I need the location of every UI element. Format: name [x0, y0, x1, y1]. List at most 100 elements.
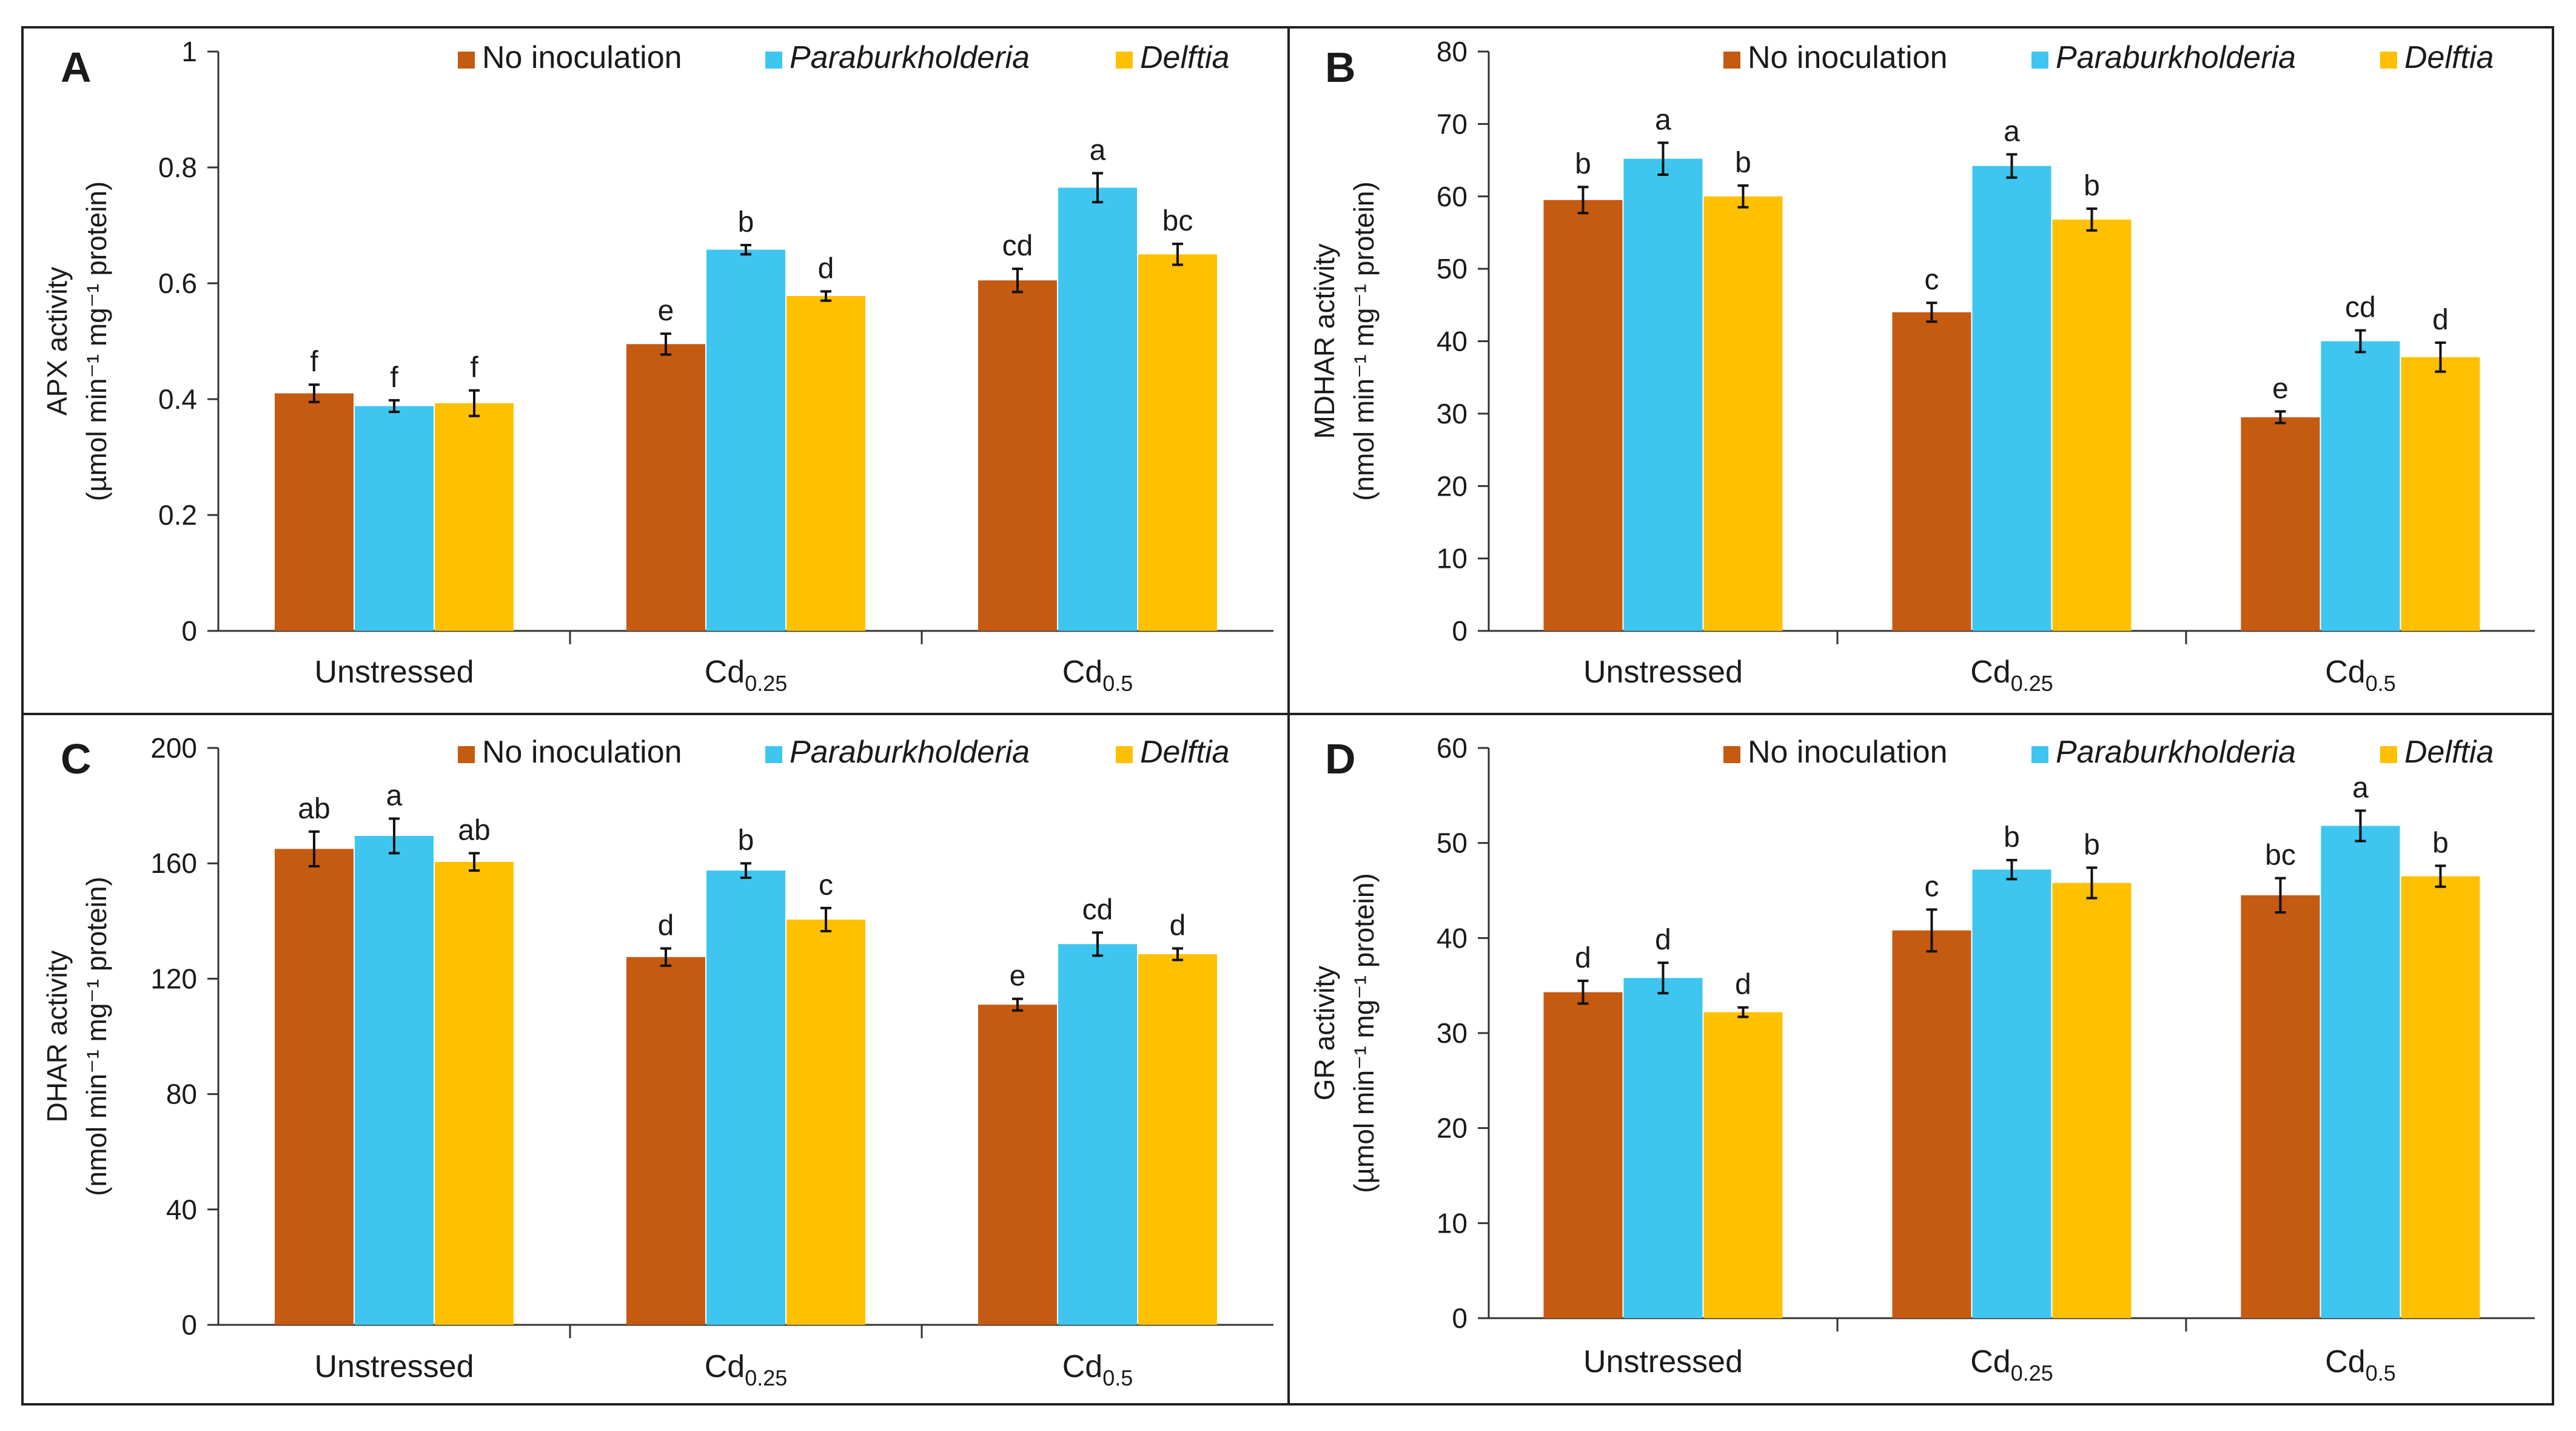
significance-letter: b [2004, 821, 2020, 854]
y-tick-label: 30 [1437, 1017, 1467, 1049]
y-axis-title: APX activity [41, 267, 73, 416]
legend-swatch [1723, 52, 1740, 69]
x-category-main: Cd [1062, 1349, 1102, 1384]
bar [978, 280, 1057, 631]
bar [1892, 930, 1971, 1318]
bar [2401, 357, 2480, 631]
y-axis-title: MDHAR activity [1309, 243, 1340, 439]
x-category-label: Cd0.5 [2325, 1344, 2396, 1386]
y-tick-label: 40 [1437, 922, 1467, 954]
x-category-label: Cd0.25 [705, 655, 788, 696]
legend-swatch [458, 52, 475, 69]
panel-b: B 0 10 20 30 40 50 60 70 80 MDHAR activity (nmol mi… [1309, 36, 2535, 696]
significance-letter: a [1090, 135, 1106, 167]
bar [1972, 869, 2051, 1318]
bar [706, 249, 785, 631]
y-tick-label: 40 [166, 1194, 197, 1225]
panel-letter: A [61, 44, 92, 91]
legend-label: No inoculation [1748, 735, 1948, 770]
legend-swatch [1116, 746, 1133, 763]
legend-label: Delftia [1140, 40, 1229, 75]
y-tick-label: 70 [1437, 108, 1467, 140]
x-category-subscript: 0.25 [2011, 1361, 2053, 1386]
bar [1058, 187, 1137, 631]
bar [706, 870, 785, 1325]
y-axis-units: (µmol min⁻¹ mg⁻¹ protein) [81, 181, 112, 501]
y-tick-label: 200 [150, 732, 197, 764]
significance-letter: b [2084, 829, 2100, 861]
x-category-main: Cd [1970, 655, 2010, 690]
significance-letter: f [310, 346, 318, 378]
significance-letter: a [1655, 104, 1671, 136]
x-category-subscript: 0.5 [1102, 1365, 1133, 1390]
bar [1623, 978, 1703, 1318]
bar [1703, 1012, 1783, 1318]
x-category-main: Unstressed [1583, 655, 1743, 690]
x-category-label: Cd0.25 [1970, 1344, 2053, 1386]
x-category-label: Cd0.25 [705, 1349, 788, 1390]
y-tick-label: 120 [150, 963, 197, 994]
significance-letter: ab [298, 793, 330, 825]
y-tick-label: 50 [1437, 827, 1467, 859]
bar [2052, 219, 2132, 631]
y-tick-label: 0 [181, 615, 197, 647]
y-tick-label: 30 [1437, 398, 1467, 429]
y-tick-label: 1 [181, 36, 197, 67]
bar [626, 957, 705, 1325]
x-category-main: Unstressed [315, 1349, 474, 1384]
panel-letter: B [1325, 44, 1356, 91]
bar [2321, 341, 2400, 631]
y-tick-label: 60 [1437, 732, 1467, 764]
x-category-label: Cd0.5 [1062, 1349, 1133, 1390]
significance-letter: b [738, 206, 754, 238]
y-tick-label: 160 [150, 847, 197, 879]
panel-letter: D [1325, 735, 1356, 783]
significance-letter: b [2084, 170, 2100, 202]
bar [626, 344, 705, 631]
legend-swatch [1723, 746, 1740, 763]
y-axis-title: DHAR activity [41, 951, 73, 1123]
significance-letter: b [1575, 148, 1591, 180]
y-tick-label: 50 [1437, 253, 1467, 285]
significance-letter: d [1170, 909, 1186, 941]
legend-label: Delftia [2404, 735, 2494, 770]
bar [1138, 954, 1217, 1325]
bar [355, 836, 434, 1325]
bar [435, 403, 514, 631]
bar [1623, 158, 1703, 631]
x-category-label: Unstressed [1583, 1344, 1743, 1379]
y-tick-label: 0 [181, 1309, 197, 1341]
bar [1892, 312, 1971, 631]
y-tick-label: 80 [1437, 36, 1467, 67]
bar [1138, 254, 1217, 631]
significance-letter: d [1575, 942, 1591, 974]
x-category-main: Cd [1062, 655, 1102, 690]
bar [275, 849, 354, 1325]
y-tick-label: 0 [1452, 1302, 1467, 1334]
panel-a: A 0 0.2 0.4 0.6 0.8 1 APX activity (µmol min⁻¹ m… [41, 36, 1273, 696]
significance-letter: cd [2345, 292, 2376, 324]
x-category-subscript: 0.25 [745, 671, 787, 696]
significance-letter: c [1925, 264, 1939, 296]
x-category-subscript: 0.5 [1102, 671, 1133, 696]
significance-letter: d [658, 909, 674, 941]
legend-swatch [2380, 746, 2397, 763]
y-axis-title: GR activity [1309, 966, 1340, 1100]
bar [355, 406, 434, 631]
bar [2052, 883, 2132, 1318]
y-axis-units: (nmol min⁻¹ mg⁻¹ protein) [1348, 181, 1380, 501]
y-axis-units: (µmol min⁻¹ mg⁻¹ protein) [1348, 873, 1380, 1193]
legend-swatch [1116, 52, 1133, 69]
x-category-main: Cd [705, 1349, 745, 1384]
bar [787, 296, 865, 631]
legend-swatch [765, 52, 782, 69]
x-category-subscript: 0.25 [2011, 671, 2053, 696]
significance-letter: b [738, 824, 754, 857]
x-category-main: Unstressed [315, 655, 474, 690]
bar [435, 861, 514, 1325]
legend-label: No inoculation [482, 735, 682, 770]
bar [1058, 944, 1137, 1325]
x-category-main: Cd [1970, 1344, 2010, 1379]
legend-swatch [2031, 746, 2048, 763]
